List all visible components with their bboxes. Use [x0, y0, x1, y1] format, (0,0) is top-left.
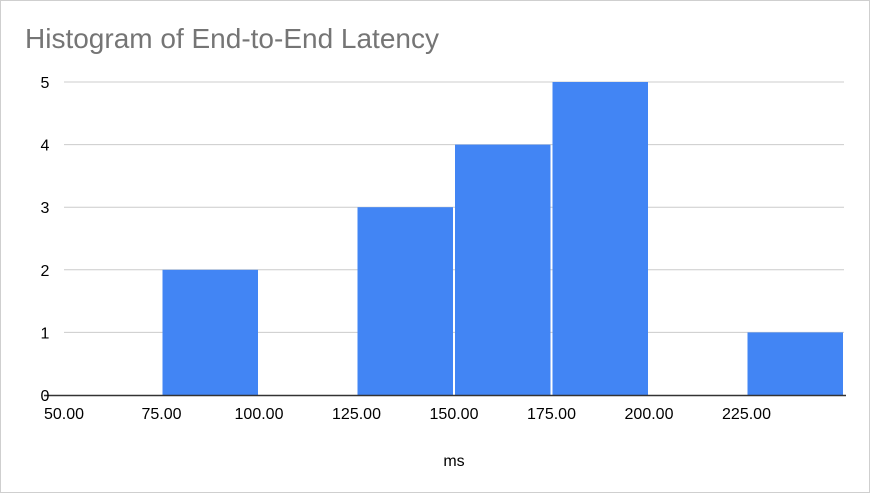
y-tick-label: 3 [41, 200, 50, 217]
x-tick-labels: 50.00 75.00 100.00 125.00 150.00 175.00 200.00… [44, 406, 771, 423]
histogram-bar [747, 332, 843, 395]
x-axis-label: ms [443, 453, 464, 470]
y-tick-label: 5 [41, 75, 50, 92]
x-tick-label: 50.00 [44, 406, 84, 423]
chart-title: Histogram of End-to-End Latency [25, 23, 439, 54]
y-tick-labels: 0 1 2 3 4 5 [41, 75, 50, 405]
y-tick-label: 4 [41, 138, 50, 155]
histogram-bar [357, 207, 453, 395]
histogram-bar [552, 82, 648, 395]
x-tick-label: 175.00 [527, 406, 576, 423]
histogram-bar [162, 269, 258, 395]
x-tick-label: 225.00 [722, 406, 771, 423]
x-tick-label: 100.00 [235, 406, 284, 423]
x-tick-label: 200.00 [625, 406, 674, 423]
bars [162, 82, 843, 395]
x-tick-label: 125.00 [332, 406, 381, 423]
x-tick-label: 75.00 [141, 406, 181, 423]
y-tick-label: 1 [41, 325, 50, 342]
x-tick-label: 150.00 [430, 406, 479, 423]
y-tick-label: 0 [41, 388, 50, 405]
histogram-bar [455, 144, 551, 395]
y-tick-label: 2 [41, 263, 50, 280]
